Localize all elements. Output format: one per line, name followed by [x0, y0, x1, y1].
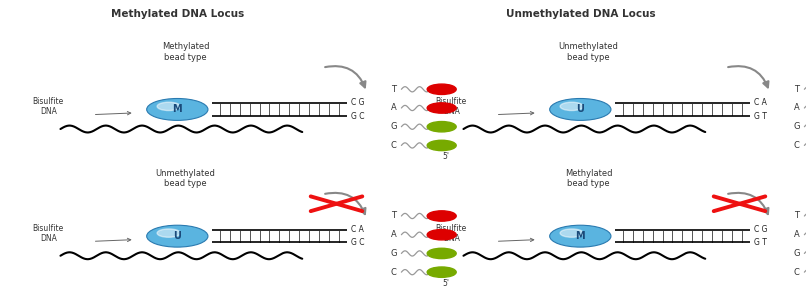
- Text: Bisulfite
DNA: Bisulfite DNA: [33, 223, 64, 243]
- Text: C: C: [391, 268, 397, 277]
- FancyArrowPatch shape: [325, 66, 365, 87]
- Text: U: U: [173, 231, 181, 241]
- Text: 5': 5': [442, 152, 449, 162]
- Text: G: G: [391, 249, 397, 258]
- Text: G: G: [794, 122, 800, 131]
- Text: G T: G T: [754, 238, 767, 247]
- Circle shape: [427, 248, 456, 259]
- Text: Methylated
bead type: Methylated bead type: [565, 169, 612, 188]
- Text: Unmethylated DNA Locus: Unmethylated DNA Locus: [505, 10, 655, 19]
- Circle shape: [147, 225, 208, 247]
- Text: T: T: [794, 211, 799, 221]
- Circle shape: [157, 229, 181, 237]
- FancyArrowPatch shape: [325, 193, 365, 214]
- Circle shape: [550, 98, 611, 120]
- Circle shape: [427, 267, 456, 277]
- Text: Bisulfite
DNA: Bisulfite DNA: [436, 97, 467, 116]
- Text: C: C: [794, 141, 800, 150]
- Text: T: T: [794, 85, 799, 94]
- Text: 5': 5': [442, 279, 449, 288]
- Text: G T: G T: [754, 111, 767, 121]
- Text: G: G: [794, 249, 800, 258]
- Circle shape: [427, 122, 456, 132]
- Circle shape: [427, 84, 456, 94]
- Circle shape: [427, 103, 456, 113]
- Text: G: G: [391, 122, 397, 131]
- Circle shape: [560, 229, 584, 237]
- Text: Unmethylated
bead type: Unmethylated bead type: [156, 169, 215, 188]
- Text: Unmethylated
bead type: Unmethylated bead type: [559, 42, 618, 62]
- Text: T: T: [391, 85, 396, 94]
- Text: C: C: [794, 268, 800, 277]
- Text: G C: G C: [351, 238, 364, 247]
- Text: Methylated
bead type: Methylated bead type: [162, 42, 209, 62]
- Text: C G: C G: [754, 225, 767, 234]
- Text: C G: C G: [351, 98, 364, 107]
- Text: U: U: [576, 105, 584, 114]
- Text: T: T: [391, 211, 396, 221]
- Circle shape: [427, 211, 456, 221]
- Circle shape: [550, 225, 611, 247]
- Circle shape: [560, 102, 584, 111]
- Circle shape: [427, 140, 456, 151]
- Text: Methylated DNA Locus: Methylated DNA Locus: [110, 10, 244, 19]
- Circle shape: [147, 98, 208, 120]
- Text: A: A: [391, 103, 397, 113]
- Text: A: A: [794, 103, 800, 113]
- Text: C A: C A: [351, 225, 364, 234]
- Text: C A: C A: [754, 98, 767, 107]
- Text: M: M: [575, 231, 585, 241]
- Text: Bisulfite
DNA: Bisulfite DNA: [33, 97, 64, 116]
- Text: A: A: [794, 230, 800, 239]
- Text: C: C: [391, 141, 397, 150]
- Text: M: M: [172, 105, 182, 114]
- FancyArrowPatch shape: [728, 66, 768, 87]
- Text: Bisulfite
DNA: Bisulfite DNA: [436, 223, 467, 243]
- FancyArrowPatch shape: [728, 193, 768, 214]
- Circle shape: [427, 230, 456, 240]
- Text: G C: G C: [351, 111, 364, 121]
- Circle shape: [157, 102, 181, 111]
- Text: A: A: [391, 230, 397, 239]
